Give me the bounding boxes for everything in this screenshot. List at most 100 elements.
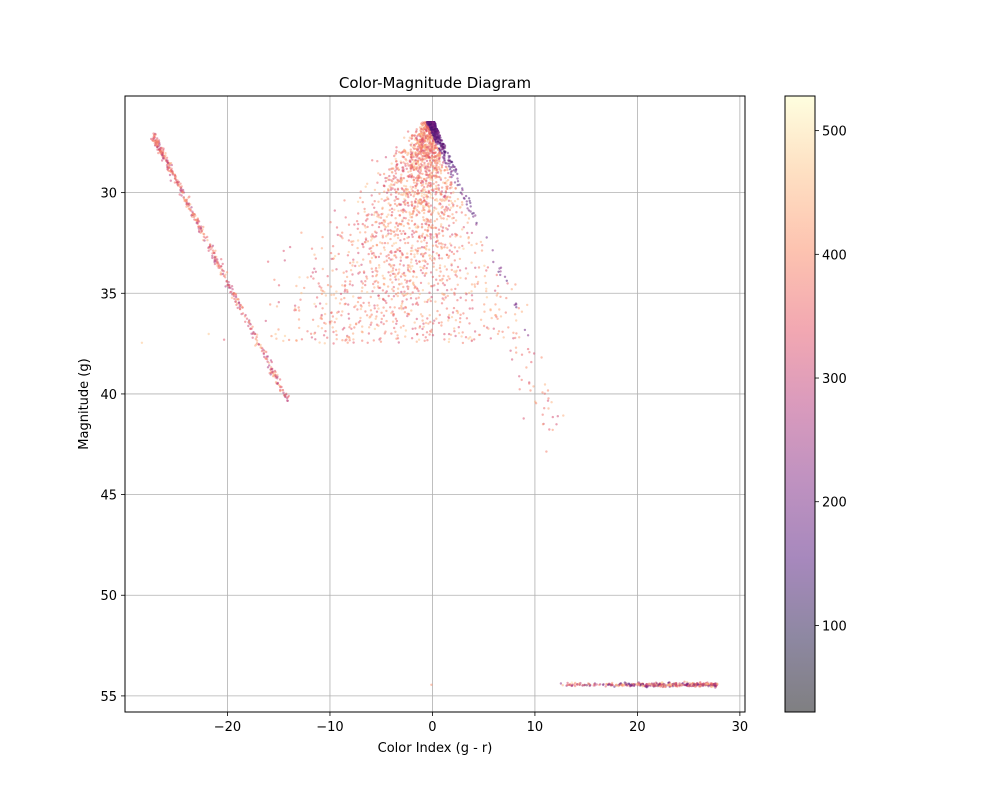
data-point: [431, 197, 434, 200]
data-point: [393, 234, 396, 238]
data-point: [423, 219, 426, 222]
data-point: [469, 201, 472, 205]
data-point: [450, 288, 453, 291]
data-point: [435, 268, 438, 272]
data-point: [369, 239, 373, 242]
data-point: [394, 317, 398, 320]
data-point: [163, 157, 167, 160]
data-point: [395, 256, 398, 259]
data-point: [399, 223, 403, 226]
data-point: [436, 233, 439, 236]
data-point: [434, 240, 438, 244]
data-point: [356, 300, 360, 304]
data-point: [404, 199, 407, 202]
data-point: [434, 146, 437, 150]
data-point: [398, 263, 402, 266]
data-point: [426, 339, 429, 342]
data-point: [220, 268, 224, 271]
data-point: [403, 278, 407, 282]
data-point: [273, 278, 276, 281]
data-point: [526, 303, 529, 307]
data-point: [395, 190, 398, 194]
data-point: [380, 221, 383, 225]
data-point: [422, 177, 426, 181]
data-point: [498, 267, 501, 270]
data-point: [517, 307, 520, 310]
data-point: [282, 249, 285, 253]
data-point: [181, 190, 184, 194]
data-point: [485, 236, 488, 239]
data-point: [432, 236, 435, 239]
data-point: [441, 142, 444, 146]
data-point: [413, 286, 416, 290]
data-point: [255, 333, 259, 336]
data-point: [393, 208, 396, 211]
data-point: [314, 257, 317, 260]
data-point: [377, 294, 380, 297]
data-point: [180, 187, 183, 190]
data-point: [437, 253, 441, 257]
data-point: [379, 252, 382, 255]
data-point: [439, 270, 442, 273]
data-point: [433, 226, 437, 229]
data-point: [336, 233, 339, 237]
data-point: [423, 300, 427, 303]
data-point: [387, 202, 390, 205]
data-point: [441, 297, 444, 300]
data-point: [360, 263, 363, 266]
data-point: [383, 199, 386, 202]
data-point: [352, 295, 355, 298]
data-point: [227, 286, 231, 289]
data-point: [464, 299, 468, 302]
data-point: [430, 131, 433, 134]
data-point: [479, 240, 483, 244]
data-point: [396, 248, 399, 251]
data-point: [425, 241, 428, 245]
data-point: [438, 158, 441, 161]
x-tick-label: −10: [316, 720, 343, 735]
data-point: [326, 336, 329, 339]
data-point: [451, 166, 454, 169]
data-point: [320, 288, 323, 292]
data-point: [432, 265, 435, 268]
data-point: [373, 280, 376, 283]
data-point: [424, 251, 427, 255]
data-point: [362, 301, 365, 305]
data-point: [158, 143, 161, 146]
data-point: [330, 311, 333, 315]
data-point: [373, 254, 376, 257]
data-point: [401, 211, 405, 214]
data-point: [402, 192, 405, 195]
data-point: [407, 285, 410, 289]
data-point: [424, 136, 427, 140]
data-point: [496, 284, 500, 288]
data-point: [424, 260, 427, 263]
data-point: [249, 323, 252, 326]
data-point: [415, 297, 418, 300]
data-point: [360, 330, 364, 333]
data-point: [433, 206, 436, 209]
data-point: [390, 170, 394, 174]
data-point: [329, 221, 332, 224]
data-point: [343, 285, 346, 288]
data-point: [401, 292, 404, 296]
data-point: [393, 306, 396, 309]
data-point: [574, 681, 577, 685]
data-point: [440, 152, 444, 155]
data-point: [410, 216, 414, 219]
data-point: [461, 228, 464, 231]
data-point: [419, 148, 423, 151]
data-point: [440, 190, 444, 193]
data-point: [499, 273, 502, 277]
data-point: [422, 141, 425, 144]
data-point: [375, 244, 379, 247]
data-point: [207, 332, 210, 336]
data-point: [441, 234, 445, 237]
data-point: [271, 370, 274, 374]
data-point: [459, 235, 462, 238]
data-point: [415, 137, 418, 140]
data-point: [423, 167, 427, 170]
data-point: [434, 190, 438, 194]
data-point: [410, 137, 413, 140]
data-point: [378, 222, 381, 225]
